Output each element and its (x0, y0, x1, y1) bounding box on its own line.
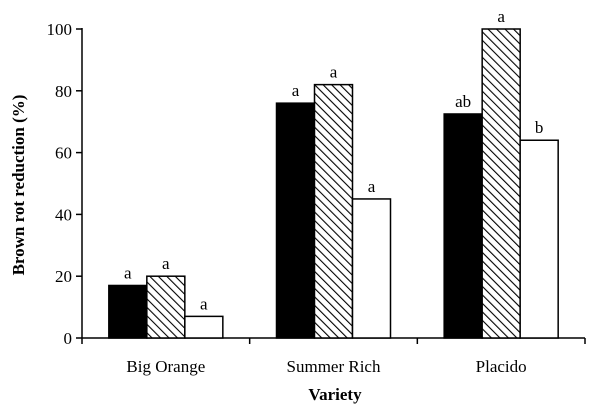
data-label: a (292, 81, 300, 100)
bar (313, 83, 354, 339)
bar (351, 198, 392, 339)
data-label: a (368, 177, 376, 196)
data-label: ab (455, 92, 471, 111)
y-axis-title: Brown rot reduction (%) (9, 95, 28, 276)
bar (481, 28, 521, 339)
bars (108, 28, 559, 339)
y-tick-label: 20 (55, 267, 72, 286)
data-label: a (200, 294, 208, 313)
y-tick-label: 80 (55, 82, 72, 101)
x-axis-title: Variety (308, 385, 362, 404)
x-tick-label: Big Orange (126, 357, 205, 376)
data-label: b (535, 118, 544, 137)
x-tick-label: Placido (476, 357, 527, 376)
y-tick-label: 0 (64, 329, 73, 348)
bar (108, 284, 148, 339)
bar (146, 275, 186, 339)
x-tick-label: Summer Rich (287, 357, 381, 376)
data-label: a (330, 63, 338, 82)
y-tick-label: 40 (55, 205, 72, 224)
data-label: a (162, 254, 170, 273)
data-label: a (497, 7, 505, 26)
y-tick-label: 100 (47, 20, 73, 39)
bar (443, 113, 483, 339)
bar (519, 139, 559, 339)
y-tick-label: 60 (55, 144, 72, 163)
bar (184, 315, 224, 339)
bar (275, 102, 316, 339)
data-label: a (124, 263, 132, 282)
